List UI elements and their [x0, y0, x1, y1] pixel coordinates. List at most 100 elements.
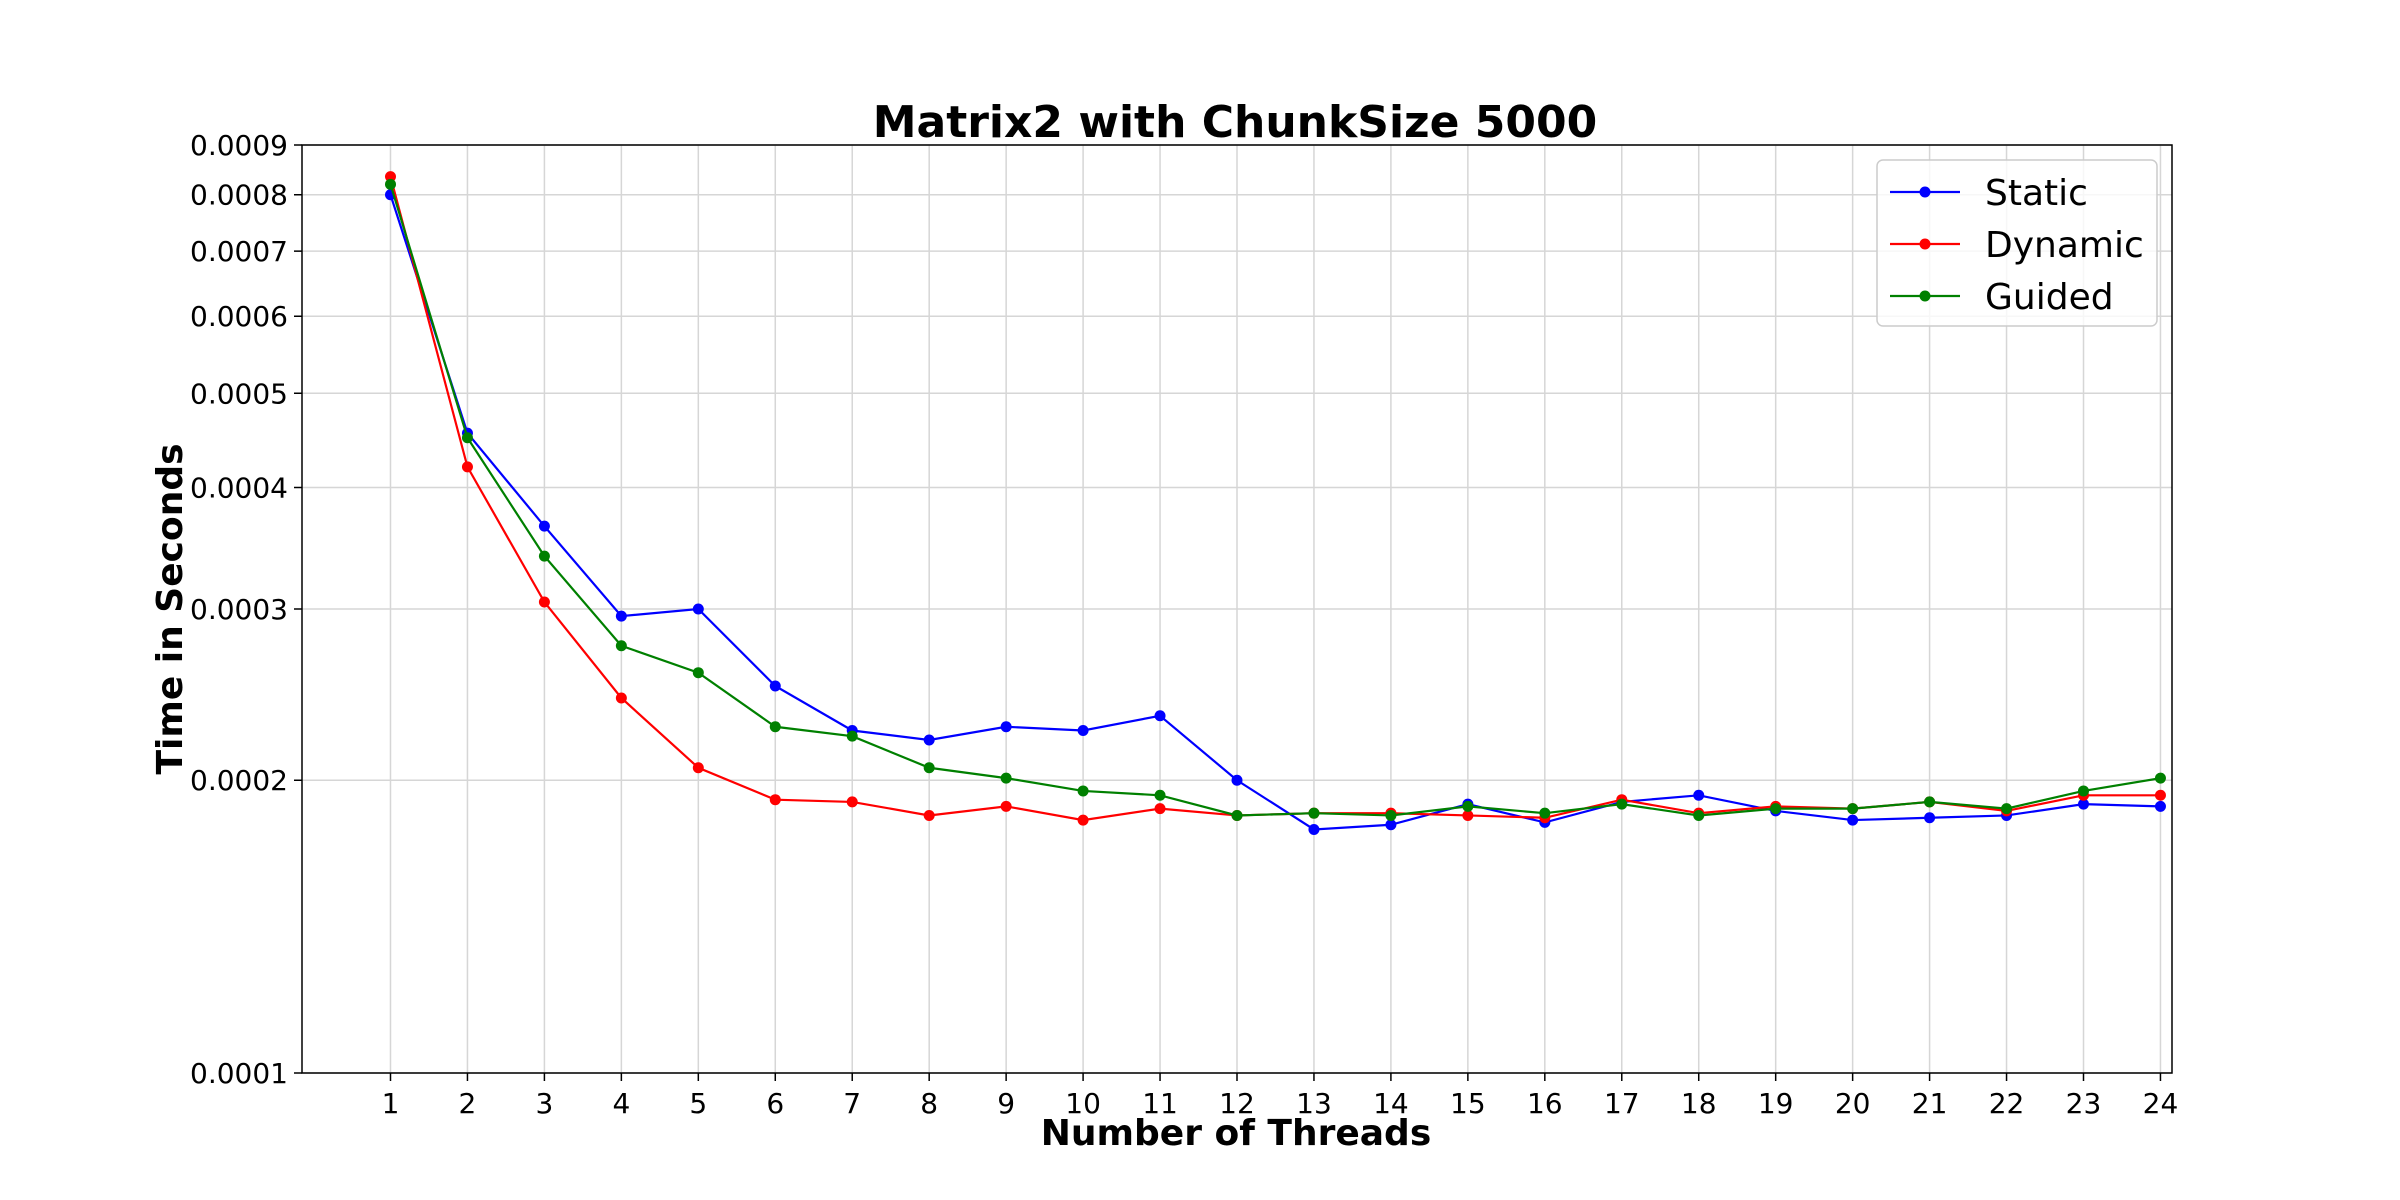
guided-point	[1231, 809, 1243, 821]
plot-frame	[301, 144, 2173, 1074]
guided-point	[692, 667, 704, 679]
static-point	[923, 734, 935, 746]
legend-marker-guided	[1919, 290, 1931, 302]
legend-marker-static	[1919, 186, 1931, 198]
dynamic-point	[1154, 803, 1166, 815]
static-point	[1847, 814, 1859, 826]
guided-point	[1308, 807, 1320, 819]
y-tick-label: 0.0004	[190, 471, 288, 504]
dynamic-point	[1462, 809, 1474, 821]
y-tick-label: 0.0006	[190, 300, 288, 333]
static-point	[769, 680, 781, 692]
x-tick-label: 12	[1219, 1087, 1255, 1120]
static-point	[1154, 710, 1166, 722]
guided-point	[1693, 809, 1705, 821]
guided-point	[1924, 796, 1936, 808]
x-tick-label: 11	[1142, 1087, 1178, 1120]
static-line	[389, 194, 2161, 831]
static-point	[1077, 725, 1089, 737]
guided-point	[1616, 798, 1628, 810]
x-tick-label: 21	[1912, 1087, 1948, 1120]
series-guided	[384, 178, 2166, 821]
dynamic-point	[692, 762, 704, 774]
x-tick-label: 3	[535, 1087, 553, 1120]
dynamic-point	[1077, 814, 1089, 826]
guided-point	[461, 432, 473, 444]
guided-point	[1539, 807, 1551, 819]
x-tick-label: 24	[2143, 1087, 2179, 1120]
y-tick-label: 0.0003	[190, 593, 288, 626]
legend-box	[1876, 159, 2158, 327]
guided-point	[1770, 803, 1782, 815]
dynamic-point	[2154, 789, 2166, 801]
x-tick-label: 16	[1527, 1087, 1563, 1120]
static-point	[1924, 812, 1936, 824]
guided-point	[846, 730, 858, 742]
guided-point	[1000, 772, 1012, 784]
static-point	[1385, 819, 1397, 831]
x-tick-label: 4	[612, 1087, 630, 1120]
guided-line	[389, 184, 2161, 817]
static-point	[1000, 721, 1012, 733]
legend-label-static: Static	[1985, 173, 2088, 214]
static-point	[615, 610, 627, 622]
x-tick-label: 10	[1065, 1087, 1101, 1120]
x-tick-label: 13	[1296, 1087, 1332, 1120]
guided-point	[1077, 785, 1089, 797]
static-point	[1693, 789, 1705, 801]
guided-point	[2154, 772, 2166, 784]
guided-point	[2078, 785, 2090, 797]
x-axis-label: Number of Threads	[1041, 1113, 1432, 1154]
x-tick-label: 2	[459, 1087, 477, 1120]
legend-label-dynamic: Dynamic	[1985, 225, 2144, 266]
x-tick-label: 8	[920, 1087, 938, 1120]
y-tick-label: 0.0007	[190, 235, 288, 268]
static-point	[1308, 823, 1320, 835]
y-tick-label: 0.0005	[190, 377, 288, 410]
x-tick-label: 22	[1989, 1087, 2025, 1120]
y-axis-ticks: 0.0001 0.0002 0.0003 0.0004 0.0005 0.0006 0.00…	[190, 129, 302, 1090]
static-point	[538, 520, 550, 532]
static-point	[692, 603, 704, 615]
x-axis-ticks: 1 2 3 4 5 6 7 8 9 10 11 12 13 14 15 16 17 18 19 20 21 22 23 24	[382, 1073, 2179, 1120]
guided-point	[538, 550, 550, 562]
guided-point	[1385, 809, 1397, 821]
guided-point	[384, 178, 396, 190]
x-tick-label: 20	[1835, 1087, 1871, 1120]
x-tick-label: 14	[1373, 1087, 1409, 1120]
x-tick-label: 7	[843, 1087, 861, 1120]
dynamic-point	[923, 809, 935, 821]
x-tick-label: 1	[382, 1087, 400, 1120]
guided-point	[923, 762, 935, 774]
y-tick-label: 0.0009	[190, 129, 288, 162]
series-lines	[384, 171, 2166, 835]
dynamic-point	[846, 796, 858, 808]
dynamic-point	[769, 794, 781, 806]
legend-marker-dynamic	[1919, 238, 1931, 250]
x-tick-label: 15	[1450, 1087, 1486, 1120]
y-tick-label: 0.0001	[190, 1057, 288, 1090]
guided-point	[1462, 800, 1474, 812]
y-tick-label: 0.0008	[190, 179, 288, 212]
dynamic-point	[538, 596, 550, 608]
legend: Static Dynamic Guided	[1876, 159, 2158, 327]
guided-point	[615, 640, 627, 652]
legend-label-guided: Guided	[1985, 277, 2114, 318]
dynamic-point	[384, 171, 396, 183]
y-tick-label: 0.0002	[190, 764, 288, 797]
x-tick-label: 6	[766, 1087, 784, 1120]
x-tick-label: 18	[1681, 1087, 1717, 1120]
guided-point	[2001, 803, 2013, 815]
y-axis-label: Time in Seconds	[150, 443, 191, 774]
static-point	[2154, 800, 2166, 812]
x-tick-label: 19	[1758, 1087, 1794, 1120]
guided-point	[769, 721, 781, 733]
chart-title: Matrix2 with ChunkSize 5000	[873, 97, 1598, 148]
static-point	[1231, 774, 1243, 786]
x-tick-label: 23	[2066, 1087, 2102, 1120]
x-tick-label: 5	[689, 1087, 707, 1120]
x-tick-label: 17	[1604, 1087, 1640, 1120]
dynamic-point	[461, 461, 473, 473]
dynamic-point	[615, 692, 627, 704]
